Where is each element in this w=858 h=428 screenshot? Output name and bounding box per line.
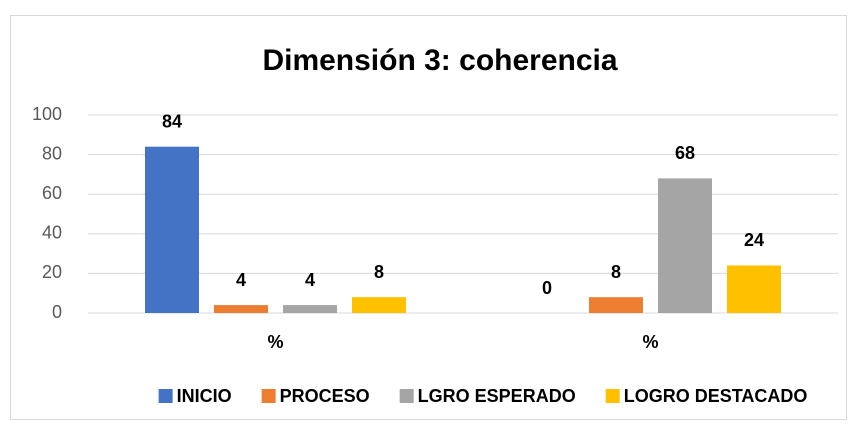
bar: [589, 297, 643, 313]
data-label: 8: [611, 262, 621, 282]
y-tick-label: 20: [42, 262, 62, 282]
legend-label: LOGRO DESTACADO: [624, 386, 808, 406]
legend-label: LGRO ESPERADO: [418, 386, 576, 406]
bar: [352, 297, 406, 313]
data-label: 68: [675, 143, 695, 163]
legend-swatch: [605, 389, 620, 403]
bar: [658, 178, 712, 313]
y-tick-label: 60: [42, 183, 62, 203]
data-label: 0: [542, 278, 552, 298]
legend-swatch: [261, 389, 276, 403]
x-tick-label: %: [267, 332, 283, 352]
legend-swatch: [158, 389, 173, 403]
legend-label: INICIO: [177, 386, 232, 406]
data-label: 8: [374, 262, 384, 282]
bar: [727, 265, 781, 313]
y-tick-label: 40: [42, 223, 62, 243]
bar: [214, 305, 268, 313]
data-label: 4: [236, 270, 246, 290]
y-tick-label: 0: [52, 302, 62, 322]
data-label: 4: [305, 270, 315, 290]
y-tick-label: 80: [42, 143, 62, 163]
bar: [145, 146, 199, 313]
x-tick-label: %: [642, 332, 658, 352]
legend-label: PROCESO: [280, 386, 370, 406]
y-tick-label: 100: [32, 104, 62, 124]
data-label: 84: [162, 111, 182, 131]
chart-title: Dimensión 3: coherencia: [262, 44, 617, 77]
data-label: 24: [744, 230, 764, 250]
bar: [283, 305, 337, 313]
legend-swatch: [399, 389, 414, 403]
